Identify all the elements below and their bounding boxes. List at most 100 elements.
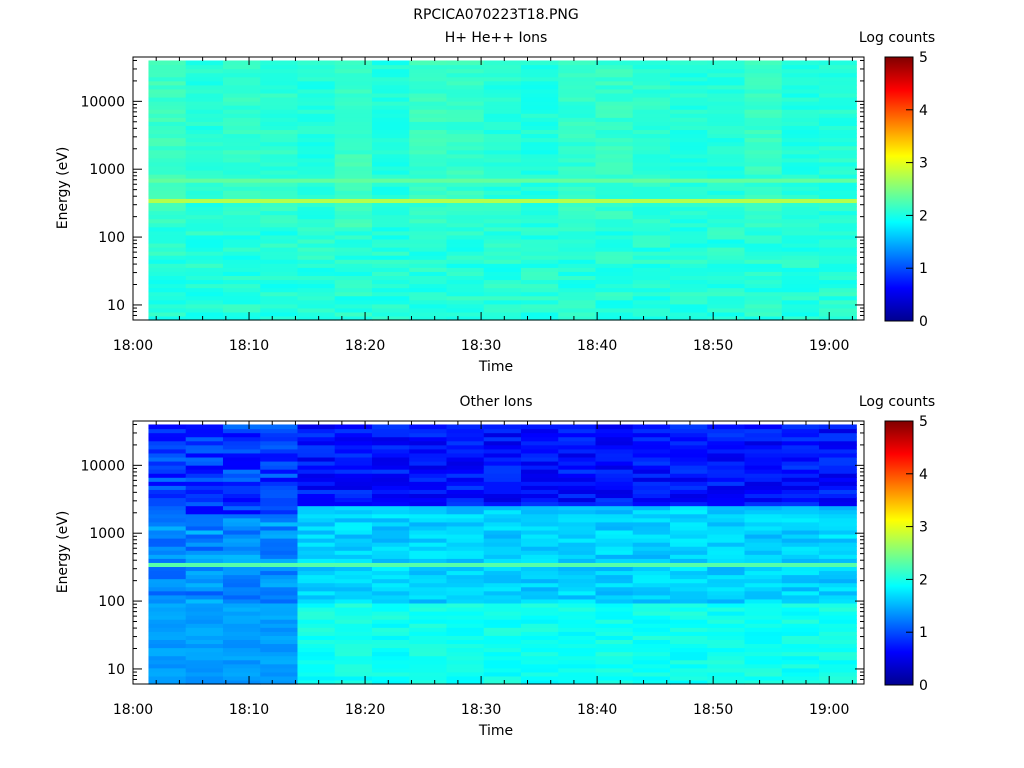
heatmap-cell	[595, 315, 634, 321]
heatmap-cell	[222, 101, 261, 106]
heatmap-cell	[148, 153, 187, 159]
heatmap-cell	[595, 667, 634, 673]
heatmap-cell	[670, 190, 708, 195]
heatmap-cell	[781, 141, 820, 147]
heatmap-cell	[222, 121, 261, 126]
heatmap-cell	[409, 242, 448, 248]
heatmap-cell	[707, 218, 746, 224]
heatmap-cell	[297, 133, 336, 139]
heatmap-cell	[483, 586, 522, 592]
heatmap-cell	[483, 456, 522, 462]
heatmap-cell	[520, 619, 559, 624]
heatmap-cell	[707, 295, 746, 301]
heatmap-cell	[222, 586, 261, 592]
heatmap-cell	[409, 570, 448, 576]
heatmap-cell	[670, 210, 708, 216]
heatmap-cell	[744, 161, 783, 167]
heatmap-cell	[185, 643, 224, 649]
heatmap-cell	[670, 165, 708, 171]
heatmap-cell	[371, 194, 410, 199]
heatmap-cell	[707, 643, 746, 649]
heatmap-cell	[744, 165, 783, 171]
heatmap-cell	[632, 234, 671, 240]
heatmap-cell	[148, 586, 187, 592]
heatmap-cell	[707, 671, 746, 677]
heatmap-cell	[260, 234, 299, 240]
heatmap-cell	[334, 218, 373, 224]
heatmap-cell	[707, 145, 746, 151]
colorbar-tick-label: 1	[919, 261, 928, 277]
heatmap-cell	[446, 121, 485, 126]
heatmap-cell	[819, 105, 857, 110]
heatmap-cell	[819, 174, 857, 179]
heatmap-cell	[632, 303, 671, 309]
heatmap-cell	[781, 226, 820, 232]
heatmap-cell	[558, 574, 597, 580]
heatmap-cell	[148, 582, 187, 588]
heatmap-cell	[595, 432, 634, 438]
heatmap-cell	[446, 469, 485, 474]
heatmap-cell	[185, 432, 224, 438]
heatmap-cell	[409, 598, 448, 604]
heatmap-cell	[334, 222, 373, 228]
heatmap-cell	[371, 169, 410, 175]
heatmap-cell	[409, 473, 448, 478]
heatmap-cell	[446, 619, 485, 624]
heatmap-cell	[185, 542, 224, 547]
heatmap-cell	[260, 424, 299, 430]
heatmap-cell	[148, 538, 187, 543]
heatmap-cell	[520, 582, 559, 588]
heatmap-cell	[632, 542, 671, 547]
heatmap-cell	[371, 517, 410, 523]
heatmap-cell	[632, 505, 671, 511]
heatmap-cell	[297, 627, 336, 632]
heatmap-cell	[595, 631, 634, 636]
heatmap-cell	[819, 129, 857, 135]
heatmap-cell	[744, 315, 783, 321]
heatmap-cell	[446, 582, 485, 588]
heatmap-cell	[558, 255, 597, 260]
heatmap-cell	[446, 92, 485, 98]
heatmap-cell	[446, 497, 485, 503]
heatmap-cell	[520, 186, 559, 191]
heatmap-cell	[334, 635, 373, 640]
heatmap-cell	[781, 214, 820, 220]
heatmap-cell	[819, 659, 857, 665]
heatmap-cell	[185, 627, 224, 632]
heatmap-cell	[185, 141, 224, 147]
heatmap-cell	[185, 125, 224, 131]
heatmap-cell	[222, 529, 261, 535]
heatmap-cell	[409, 481, 448, 486]
heatmap-cell	[744, 469, 783, 474]
heatmap-cell	[446, 594, 485, 600]
y-tick-label: 100	[98, 230, 125, 246]
heatmap-cell	[781, 222, 820, 228]
heatmap-cell	[632, 76, 671, 82]
figure-title: RPCICA070223T18.PNG	[413, 7, 578, 23]
heatmap-cell	[670, 222, 708, 228]
heatmap-cell	[222, 113, 261, 118]
heatmap-cell	[185, 238, 224, 244]
heatmap-cell	[632, 452, 671, 458]
heatmap-cell	[371, 157, 410, 163]
heatmap-cell	[595, 586, 634, 592]
heatmap-cell	[148, 101, 187, 106]
heatmap-cell	[334, 174, 373, 179]
heatmap-cell	[744, 428, 783, 434]
heatmap-cell	[595, 554, 634, 559]
heatmap-cell	[446, 631, 485, 636]
heatmap-cell	[446, 307, 485, 313]
heatmap-cell	[632, 259, 671, 264]
heatmap-cell	[185, 307, 224, 313]
heatmap-cell	[409, 117, 448, 122]
heatmap-cell	[781, 267, 820, 272]
heatmap-cell	[670, 639, 708, 645]
heatmap-cell	[334, 424, 373, 430]
heatmap-cell	[632, 594, 671, 600]
heatmap-cell	[297, 153, 336, 159]
heatmap-cell	[446, 238, 485, 244]
heatmap-cell	[819, 675, 857, 681]
heatmap-cell	[185, 72, 224, 78]
heatmap-cell	[744, 68, 783, 74]
heatmap-cell	[520, 481, 559, 486]
